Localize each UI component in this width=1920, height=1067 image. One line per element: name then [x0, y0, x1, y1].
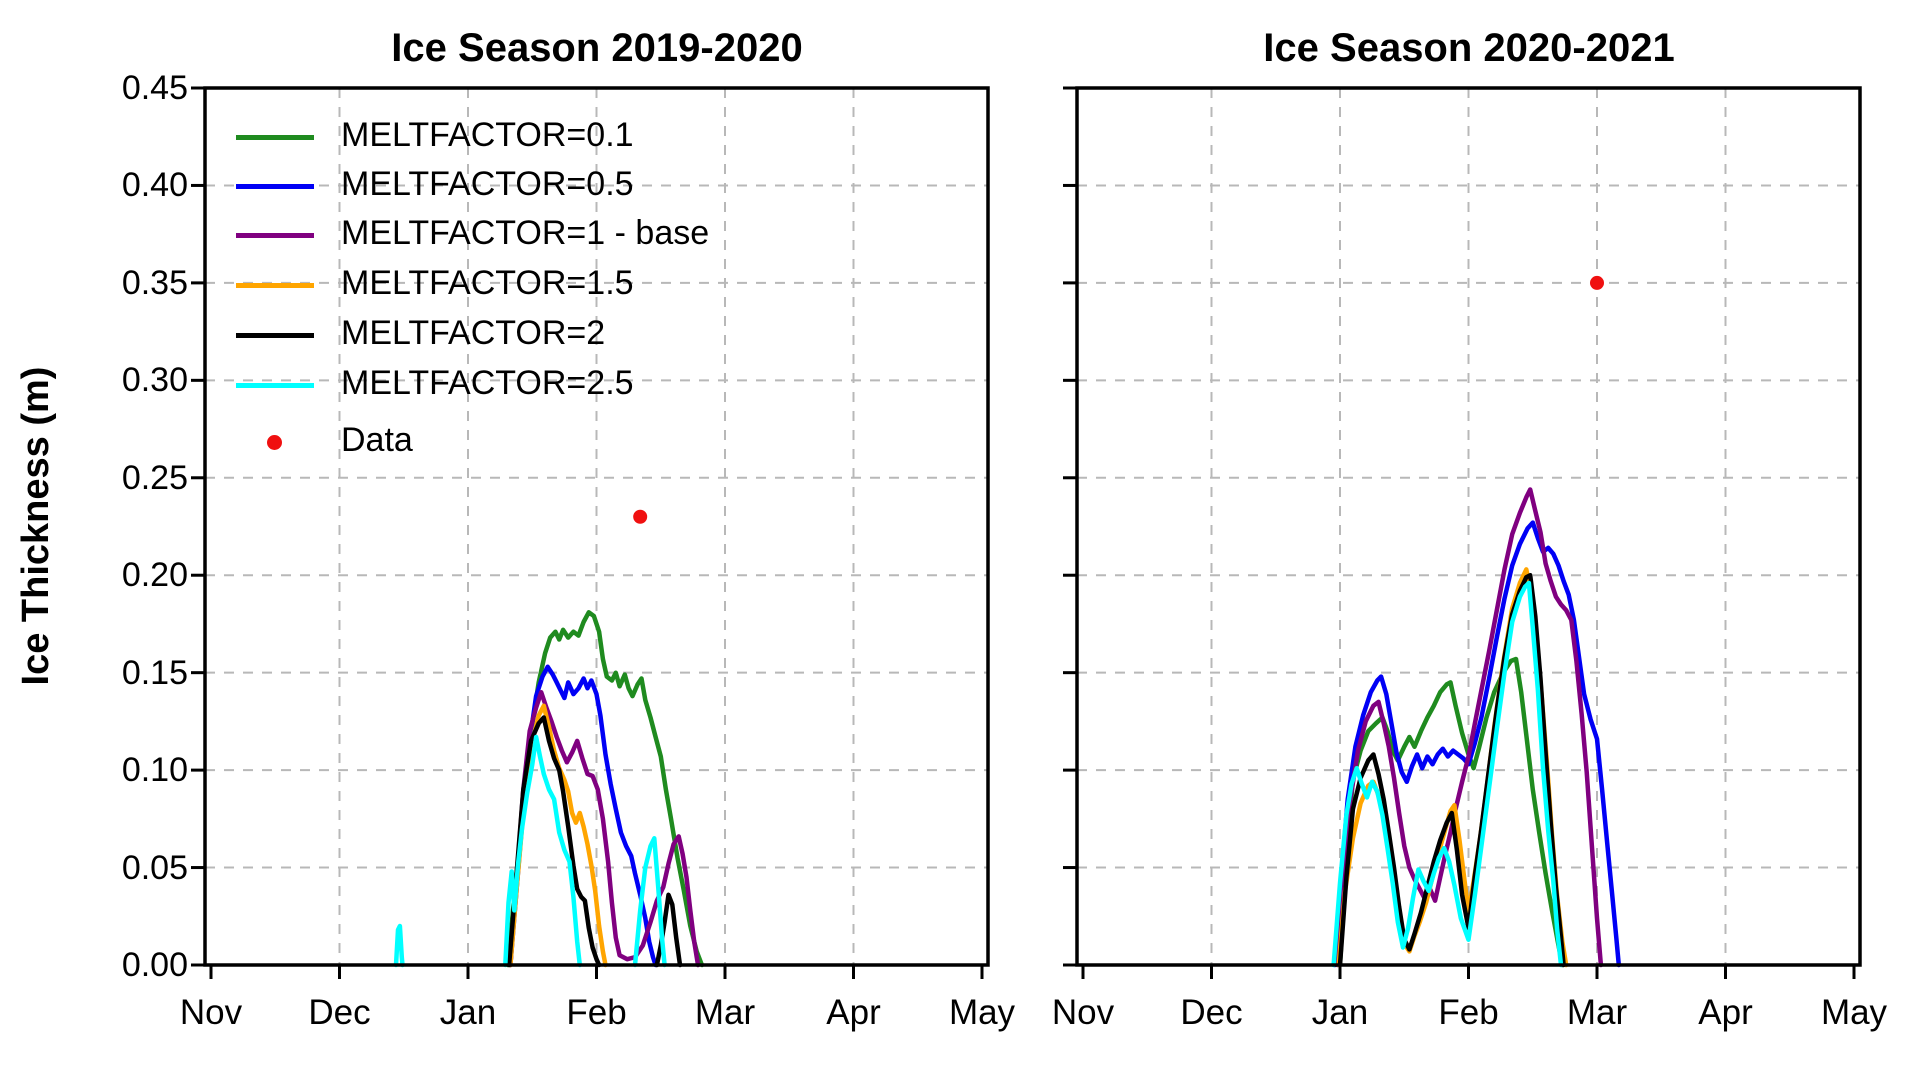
legend-item-meltfactor-0.5: MELTFACTOR=0.5 [236, 163, 876, 205]
legend-label: Data [341, 421, 413, 459]
legend-item-meltfactor-2.5: MELTFACTOR=2.5 [236, 362, 876, 404]
legend-item-meltfactor-2: MELTFACTOR=2 [236, 312, 876, 354]
series-line-blue [508, 664, 658, 968]
panel2-plot-area [1063, 86, 1862, 979]
y-tick-label-0.45: 0.45 [121, 69, 188, 107]
legend-label: MELTFACTOR=2.5 [341, 364, 634, 402]
legend-line-swatch-orange [236, 282, 314, 288]
x-tick-label-may: May [948, 993, 1016, 1032]
x-tick-label-nov: Nov [1051, 993, 1115, 1032]
x-tick-label-apr: Apr [826, 993, 881, 1032]
y-tick-label-0.00: 0.00 [121, 946, 188, 984]
legend-label: MELTFACTOR=0.5 [341, 165, 634, 203]
series-line-purple [1335, 487, 1604, 968]
panel2-title: Ice Season 2020-2021 [1263, 26, 1675, 70]
series-line-black [506, 715, 602, 968]
x-tick-label-apr: Apr [1698, 993, 1753, 1032]
series-line-black [1337, 572, 1566, 968]
legend-data-marker-icon [267, 434, 282, 450]
y-tick-label-0.05: 0.05 [121, 848, 188, 887]
legend-item-meltfactor-1-base: MELTFACTOR=1 - base [236, 212, 876, 254]
observed-data-point [1590, 275, 1604, 290]
x-tick-label-dec: Dec [308, 993, 371, 1032]
legend-line-swatch-green [236, 134, 314, 140]
legend-line-swatch-cyan [236, 382, 314, 388]
x-tick-label-mar: Mar [1566, 993, 1628, 1032]
panel1-title: Ice Season 2019-2020 [391, 26, 803, 70]
y-tick-label-0.25: 0.25 [121, 458, 188, 497]
x-tick-label-dec: Dec [1180, 993, 1243, 1032]
legend-label: MELTFACTOR=2 [341, 314, 606, 352]
y-axis-title: Ice Thickness (m) [15, 366, 57, 686]
y-tick-label-0.10: 0.10 [121, 751, 188, 790]
y-tick-label-0.35: 0.35 [121, 263, 188, 302]
x-tick-label-mar: Mar [694, 993, 756, 1032]
legend-label: MELTFACTOR=1.5 [341, 264, 634, 302]
x-tick-label-nov: Nov [179, 993, 243, 1032]
series-line-cyan [393, 923, 405, 968]
observed-data-point [633, 509, 648, 524]
legend-line-swatch-black [236, 332, 314, 338]
legend-item-data: Data [236, 419, 876, 461]
panel1-plot-area [191, 86, 990, 979]
legend-item-meltfactor-0.1: MELTFACTOR=0.1 [236, 114, 876, 156]
series-line-blue [1332, 520, 1622, 968]
x-tick-label-feb: Feb [566, 993, 627, 1032]
legend-line-swatch-blue [236, 183, 314, 189]
series-line-cyan [1331, 580, 1564, 968]
y-tick-label-0.30: 0.30 [121, 361, 188, 400]
x-tick-label-feb: Feb [1438, 993, 1499, 1032]
y-tick-label-0.20: 0.20 [121, 556, 188, 595]
y-tick-label-0.40: 0.40 [121, 166, 188, 205]
y-tick-label-0.15: 0.15 [121, 653, 188, 692]
legend-label: MELTFACTOR=0.1 [341, 116, 634, 154]
series-line-cyan [503, 734, 583, 968]
legend-label: MELTFACTOR=1 - base [341, 214, 710, 252]
legend-line-swatch-purple [236, 232, 314, 238]
x-tick-label-jan: Jan [439, 993, 497, 1032]
x-tick-label-jan: Jan [1311, 993, 1369, 1032]
series-line-cyan [632, 836, 667, 968]
x-tick-label-may: May [1820, 993, 1888, 1032]
series-line-green [505, 610, 705, 968]
legend-item-meltfactor-1.5: MELTFACTOR=1.5 [236, 262, 876, 304]
